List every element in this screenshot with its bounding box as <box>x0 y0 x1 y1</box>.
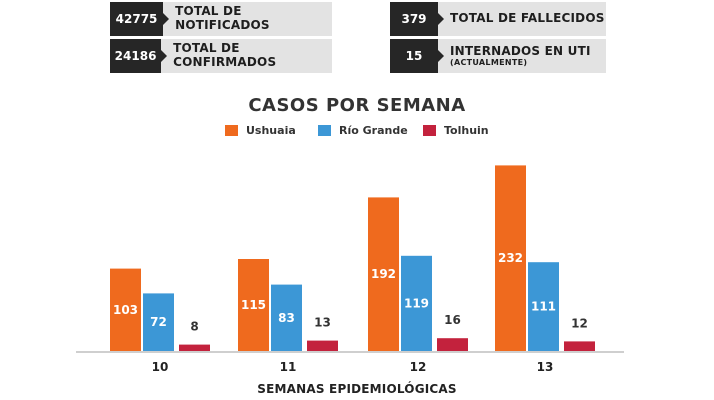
bar-ushuaia-10 <box>110 268 141 351</box>
bar-tolhuin-12 <box>437 338 468 351</box>
stat-value: 379 <box>390 2 444 36</box>
bar-r-o-grande-10 <box>143 293 174 351</box>
bar-r-o-grande-12 <box>401 255 432 351</box>
data-label: 111 <box>531 300 556 314</box>
data-label: 13 <box>314 316 331 330</box>
bar-r-o-grande-11 <box>271 284 302 351</box>
x-axis-title: SEMANAS EPIDEMIOLÓGICAS <box>257 382 457 396</box>
stat-total-fallecidos: 379 TOTAL DE FALLECIDOS <box>390 2 606 36</box>
bar-tolhuin-10 <box>179 344 210 351</box>
data-label: 12 <box>571 316 588 330</box>
stat-total-confirmados: 24186 TOTAL DE CONFIRMADOS <box>110 39 332 73</box>
x-tick-label: 10 <box>152 360 169 374</box>
data-label: 192 <box>371 267 396 281</box>
legend-item-rio-grande: Río Grande <box>318 124 408 137</box>
stat-value: 42775 <box>110 2 170 36</box>
chart-title: CASOS POR SEMANA <box>248 95 466 116</box>
bar-ushuaia-13 <box>495 165 526 351</box>
bar-r-o-grande-13 <box>528 262 559 351</box>
data-label: 8 <box>190 320 198 334</box>
legend-swatch <box>225 125 238 136</box>
stat-label: TOTAL DE FALLECIDOS <box>450 11 605 26</box>
bar-ushuaia-11 <box>238 259 269 351</box>
data-label: 103 <box>113 303 138 317</box>
data-label: 115 <box>241 298 266 312</box>
chart-legend: Ushuaia Río Grande Tolhuin <box>0 124 714 140</box>
stat-label: TOTAL DE CONFIRMADOS <box>173 41 277 69</box>
x-tick-label: 11 <box>280 360 297 374</box>
x-tick-label: 13 <box>537 360 554 374</box>
x-tick-label: 12 <box>410 360 427 374</box>
bar-ushuaia-12 <box>368 197 399 351</box>
stat-value: 15 <box>390 39 444 73</box>
stat-internados-uti: 15 INTERNADOS EN UTI (ACTUALMENTE) <box>390 39 606 73</box>
legend-label: Tolhuin <box>444 124 489 137</box>
legend-swatch <box>318 125 331 136</box>
stat-label: INTERNADOS EN UTI <box>450 43 591 58</box>
legend-label: Ushuaia <box>246 124 296 137</box>
data-label: 16 <box>444 313 461 327</box>
stat-total-notificados: 42775 TOTAL DE NOTIFICADOS <box>110 2 332 36</box>
stat-value: 24186 <box>110 39 168 73</box>
legend-item-ushuaia: Ushuaia <box>225 124 296 137</box>
bar-tolhuin-11 <box>307 340 338 351</box>
stat-sublabel: (ACTUALMENTE) <box>450 58 528 68</box>
stat-label: TOTAL DE NOTIFICADOS <box>175 4 270 32</box>
data-label: 72 <box>150 315 167 329</box>
data-label: 119 <box>404 296 429 310</box>
legend-label: Río Grande <box>339 124 408 137</box>
legend-swatch <box>423 125 436 136</box>
data-label: 232 <box>498 251 523 265</box>
legend-item-tolhuin: Tolhuin <box>423 124 489 137</box>
bar-tolhuin-13 <box>564 341 595 351</box>
data-label: 83 <box>278 311 295 325</box>
